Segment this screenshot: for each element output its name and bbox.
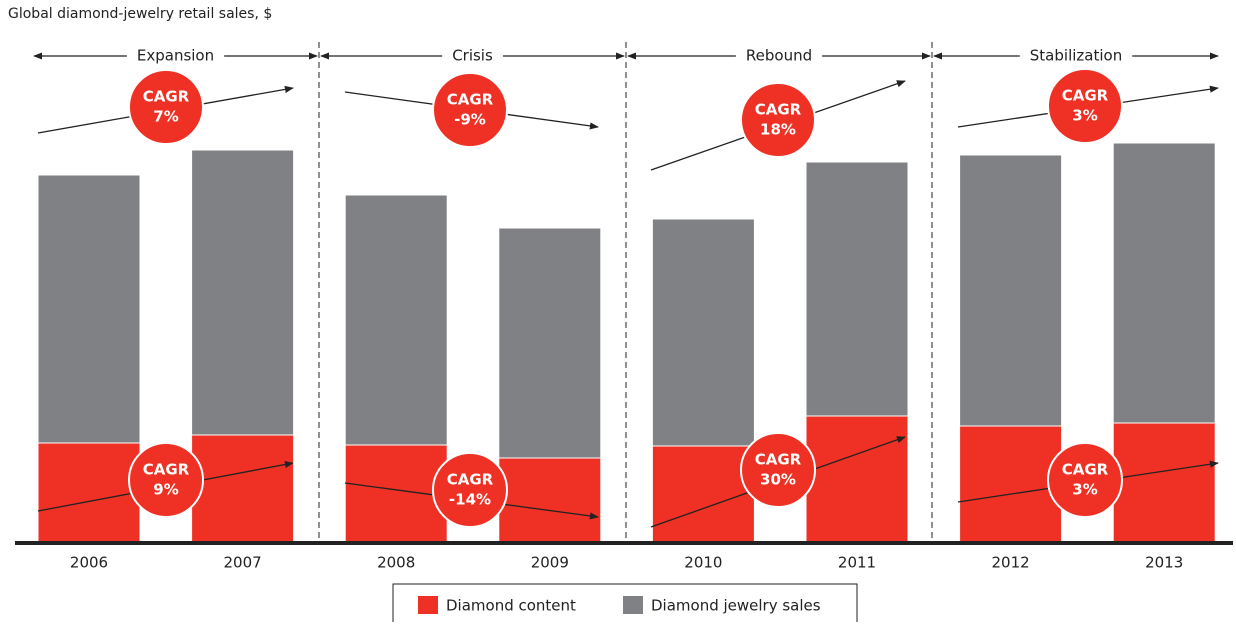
- x-tick-label: 2009: [531, 554, 569, 572]
- x-tick-label: 2011: [838, 554, 876, 572]
- phase-label: Expansion: [137, 47, 214, 65]
- bar-segment: [1112, 142, 1216, 424]
- bar-segment: [1112, 422, 1216, 544]
- phase-label: Crisis: [452, 47, 493, 65]
- bar-segment: [344, 444, 448, 544]
- x-tick-label: 2007: [224, 554, 262, 572]
- cagr-title: CAGR: [447, 91, 494, 109]
- cagr-title: CAGR: [143, 461, 190, 479]
- bar-segment: [959, 154, 1063, 427]
- cagr-circle: [740, 82, 816, 158]
- cagr-circle: [128, 69, 204, 145]
- cagr-title: CAGR: [447, 471, 494, 489]
- legend-label: Diamond jewelry sales: [651, 597, 821, 615]
- legend-box: [392, 583, 858, 622]
- cagr-title: CAGR: [755, 101, 802, 119]
- cagr-title: CAGR: [143, 88, 190, 106]
- cagr-value: 9%: [153, 481, 178, 499]
- bar-segment: [805, 161, 909, 417]
- cagr-title: CAGR: [755, 451, 802, 469]
- bar-segment: [37, 442, 141, 544]
- x-tick-label: 2012: [992, 554, 1030, 572]
- bar-segment: [498, 457, 602, 544]
- bar-segment: [651, 445, 755, 544]
- cagr-title: CAGR: [1062, 87, 1109, 105]
- cagr-circle: [740, 432, 816, 508]
- bar-segment: [959, 425, 1063, 544]
- cagr-value: 3%: [1072, 481, 1097, 499]
- cagr-circle: [128, 442, 204, 518]
- bar-segment: [344, 194, 448, 446]
- cagr-circle: [432, 452, 508, 528]
- x-tick-label: 2010: [684, 554, 722, 572]
- x-tick-label: 2013: [1145, 554, 1183, 572]
- legend-swatch: [623, 596, 643, 614]
- chart-title: Global diamond-jewelry retail sales, $: [8, 6, 272, 22]
- cagr-value: 30%: [760, 471, 796, 489]
- phase-label: Rebound: [746, 47, 812, 65]
- x-tick-label: 2008: [377, 554, 415, 572]
- cagr-value: 7%: [153, 108, 178, 126]
- cagr-circle: [1047, 442, 1123, 518]
- cagr-title: CAGR: [1062, 461, 1109, 479]
- x-tick-label: 2006: [70, 554, 108, 572]
- phase-label: Stabilization: [1030, 47, 1122, 65]
- cagr-value: 18%: [760, 121, 796, 139]
- bar-segment: [805, 415, 909, 544]
- bar-segment: [37, 174, 141, 444]
- bar-segment: [191, 149, 295, 436]
- legend-swatch: [418, 596, 438, 614]
- bar-segment: [651, 218, 755, 447]
- bar-segment: [191, 434, 295, 544]
- cagr-value: 3%: [1072, 107, 1097, 125]
- cagr-circle: [432, 72, 508, 148]
- cagr-value: -14%: [449, 491, 491, 509]
- legend-label: Diamond content: [446, 597, 576, 615]
- cagr-value: -9%: [454, 111, 486, 129]
- bar-segment: [498, 227, 602, 459]
- cagr-circle: [1047, 68, 1123, 144]
